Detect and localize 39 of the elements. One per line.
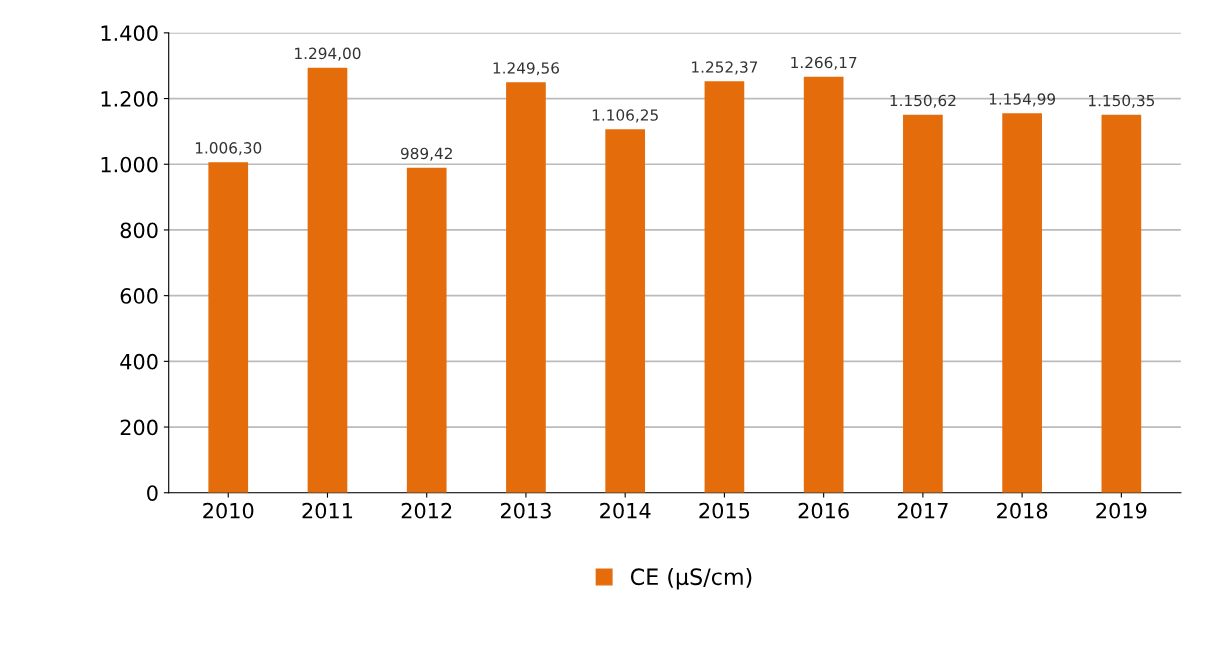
y-tick-label: 400 [120,353,158,370]
bar [208,162,249,493]
x-tick-label: 2016 [798,502,849,519]
x-tick-label: 2013 [500,502,551,519]
x-tick-label: 2015 [699,502,750,519]
y-tick-label: 1.400 [101,25,158,42]
y-tick-label: 200 [120,419,158,436]
bar [704,81,745,493]
data-label: 1.266,17 [791,56,857,70]
data-label: 1.294,00 [295,47,361,61]
bar [1101,114,1142,493]
y-tick-label: 0 [147,485,158,501]
data-label: 1.106,25 [592,109,658,123]
x-tick-label: 2019 [1096,502,1147,519]
y-tick-label: 800 [120,222,158,239]
bar [1002,113,1042,493]
x-tick-label: 2017 [897,502,948,519]
data-label: 1.150,35 [1089,94,1155,108]
x-tick-label: 2018 [997,502,1048,519]
y-tick-label: 1.200 [101,91,158,107]
bar [406,167,447,493]
data-label: 989,42 [400,147,452,161]
x-tick-label: 2012 [401,502,452,519]
data-label: 1.154,99 [989,93,1056,107]
bar [903,114,943,493]
y-tick-label: 600 [120,288,158,304]
data-label: 1.006,30 [195,142,262,156]
bar [803,76,844,493]
bar [605,129,646,493]
data-label: 1.150,62 [890,94,956,108]
x-tick-label: 2011 [302,502,353,519]
data-label: 1.249,56 [493,62,559,76]
bar [506,82,546,493]
y-tick-label: 1.000 [101,156,158,173]
data-label: 1.252,37 [692,61,758,75]
x-tick-label: 2014 [600,502,651,519]
x-tick-label: 2010 [203,502,254,519]
bar [307,67,348,493]
legend-label: CE (µS/cm) [630,567,752,590]
